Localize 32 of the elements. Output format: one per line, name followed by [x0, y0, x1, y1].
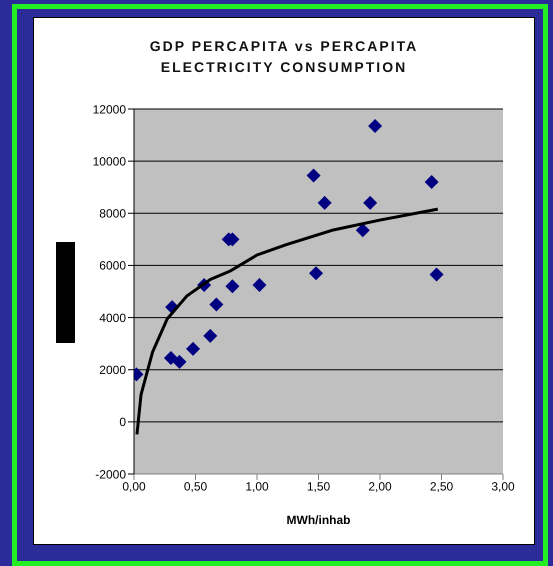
point — [318, 196, 332, 210]
x-tick-label: 2,50 — [430, 480, 454, 494]
point — [356, 223, 370, 238]
point — [306, 168, 321, 182]
y-tick-label: 10000 — [92, 154, 126, 168]
point — [172, 354, 187, 369]
y-tick-label: 0 — [119, 415, 126, 430]
point — [368, 118, 382, 133]
x-tick-label: 3,00 — [491, 480, 515, 494]
chart-title: GDP PERCAPITA vs PERCAPITA ELECTRICITY CONSUMPTION — [148, 37, 420, 77]
point — [363, 196, 378, 210]
point — [424, 175, 439, 189]
point — [225, 279, 240, 294]
y-tick-label: 12000 — [92, 102, 126, 116]
x-axis-title: MWh/inhab — [286, 513, 350, 527]
point — [164, 350, 178, 365]
x-tick-label: 1,50 — [306, 480, 330, 494]
y-tick-label: 4000 — [99, 310, 126, 325]
point — [309, 266, 324, 280]
y-tick-label: 2000 — [99, 362, 126, 377]
x-tick-label: 0,00 — [122, 480, 146, 494]
point — [209, 298, 224, 312]
y-tick-label: 6000 — [99, 258, 126, 273]
x-tick-label: 2,00 — [368, 480, 392, 494]
y-tick-label: 8000 — [99, 206, 126, 221]
point — [203, 328, 218, 343]
x-tick-label: 0,50 — [184, 480, 208, 494]
y-tick-label: -2000 — [95, 467, 126, 482]
point — [430, 268, 444, 282]
point — [252, 278, 266, 292]
point — [186, 342, 200, 356]
x-tick-label: 1,00 — [245, 480, 269, 494]
